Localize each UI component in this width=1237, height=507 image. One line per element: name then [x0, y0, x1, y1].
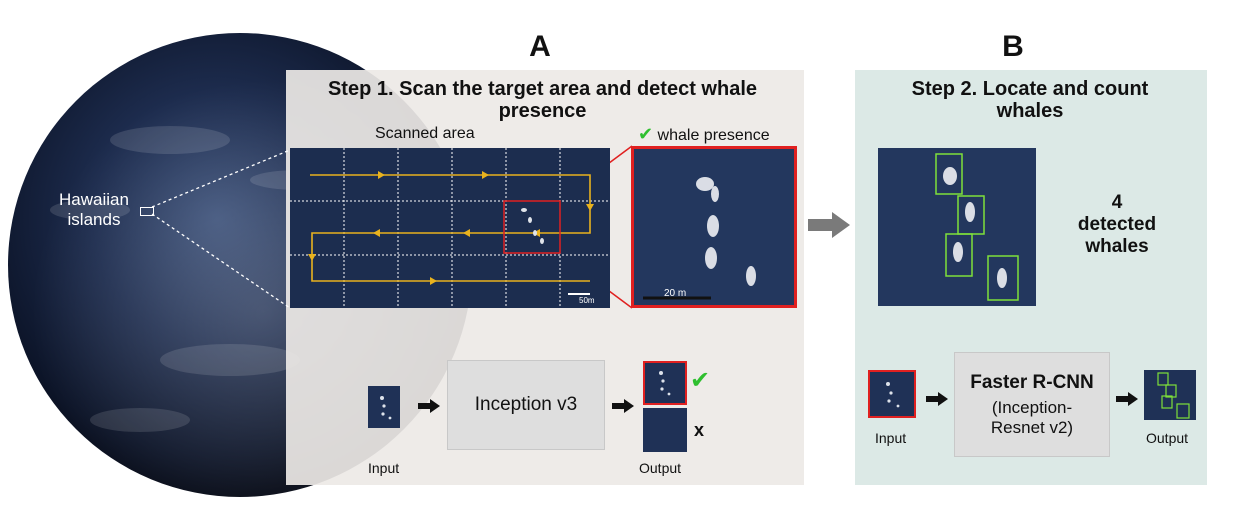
input-label-b: Input	[875, 430, 907, 446]
panel-b-title: Step 2. Locate and count whales	[911, 78, 1149, 122]
arrow-right-icon	[1116, 392, 1138, 406]
panel-a-title: Step 1. Scan the target area and detect …	[327, 78, 758, 122]
inception-v3-box: Inception v3	[447, 360, 605, 450]
panel-b-letter: B	[1002, 30, 1024, 63]
check-icon: ✔	[690, 367, 711, 394]
arrow-right-icon	[612, 399, 634, 413]
scan-direction-arrow-icon	[308, 171, 594, 285]
panel-a-letter: A	[529, 30, 551, 63]
zoomed-whale-image	[631, 146, 797, 308]
arrow-right-icon	[418, 399, 440, 413]
arrow-right-icon	[808, 212, 850, 238]
hawaiian-islands-label: Hawaiian islands	[59, 190, 129, 229]
whale-presence-label: ✔ whale presence	[638, 124, 770, 145]
faster-rcnn-box: Faster R-CNN (Inception- Resnet v2)	[954, 352, 1110, 457]
input-thumbnail-a	[368, 386, 400, 428]
whale-presence-text: whale presence	[657, 127, 770, 144]
detection-image	[878, 148, 1036, 306]
output-thumbnail-b	[1144, 370, 1196, 420]
detected-count-text: 4 detected whales	[1077, 192, 1157, 257]
faster-rcnn-subtitle: (Inception- Resnet v2)	[990, 397, 1074, 437]
faster-rcnn-title: Faster R-CNN	[970, 371, 1094, 393]
input-label-a: Input	[368, 460, 400, 476]
zoom-scale-label: 20 m	[664, 288, 687, 299]
scanned-scale-label: 50m	[579, 296, 595, 305]
output-positive-thumbnail	[643, 361, 687, 405]
hawaii-location-marker	[140, 207, 154, 216]
arrow-right-icon	[926, 392, 948, 406]
scanned-area-image	[290, 148, 610, 308]
output-label-a: Output	[639, 460, 682, 476]
input-thumbnail-b	[868, 370, 916, 418]
output-label-b: Output	[1146, 430, 1189, 446]
scanned-area-label: Scanned area	[375, 125, 475, 142]
check-icon: ✔	[638, 124, 654, 144]
output-negative-thumbnail	[643, 408, 687, 452]
reject-mark: x	[694, 420, 705, 440]
